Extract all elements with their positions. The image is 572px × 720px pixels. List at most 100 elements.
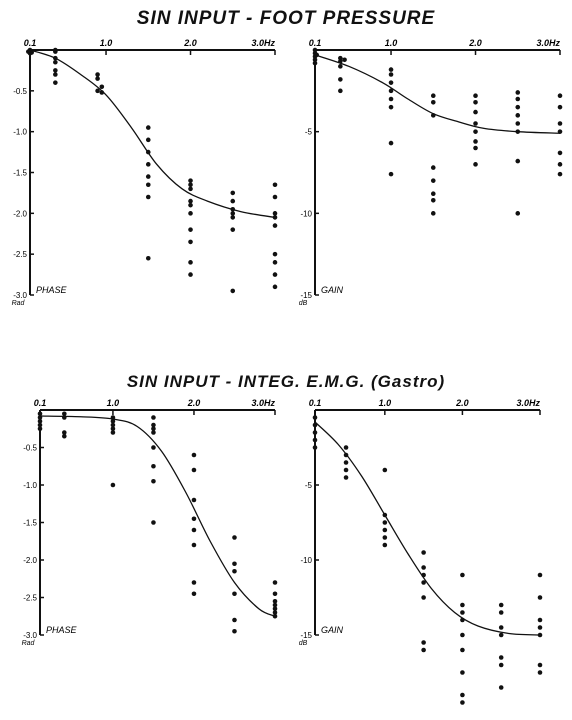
y-tick-label: -2.5 [23,594,37,603]
data-point [188,186,193,192]
data-point [498,632,504,638]
data-point [421,565,426,570]
data-point [515,90,521,95]
data-point [272,182,278,188]
data-point [515,113,521,118]
y-unit-label: dB [299,640,308,647]
y-tick-label: -3.0 [13,291,27,300]
data-point [460,617,465,623]
data-point [460,610,465,615]
data-point [537,670,543,675]
y-tick-label: -1.5 [23,519,37,528]
y-tick-label: -0.5 [13,87,27,96]
data-point [232,535,237,540]
data-point [557,171,563,177]
data-point [145,194,151,200]
data-point [145,174,151,179]
data-point [338,59,343,64]
data-point [151,520,156,525]
x-tick-label: 0.1 [309,38,322,48]
data-point [343,445,349,450]
data-point [232,617,237,623]
data-point [460,602,465,608]
data-point [232,591,237,597]
data-point [151,422,156,428]
data-point [473,99,478,105]
data-point [382,520,388,525]
data-point [314,52,319,58]
data-point [382,467,388,473]
data-point [272,211,278,216]
data-point [62,430,67,435]
data-point [272,591,278,597]
data-point [272,223,278,228]
data-point [272,251,278,257]
data-point [557,104,563,110]
y-tick-label: -5 [305,128,313,137]
x-tick-label: 0.1 [24,38,37,48]
data-point [145,125,151,130]
x-tick-label: 3.0Hz [536,38,560,48]
data-point [498,655,504,660]
data-point [272,194,278,200]
data-point [272,272,278,277]
data-point [498,610,504,615]
data-point [473,109,478,115]
data-point [421,647,426,653]
data-point [430,197,436,203]
data-point [460,632,465,638]
data-point [62,415,67,420]
data-point [430,211,436,216]
data-point [312,57,318,63]
data-point [430,191,436,197]
data-point [460,670,465,675]
data-point [460,700,465,705]
data-point [343,475,349,480]
data-point [230,190,236,196]
data-point [421,550,426,555]
data-point [421,595,426,600]
y-tick-label: -2.0 [23,556,37,565]
data-point [272,215,278,220]
x-tick-label: 3.0Hz [251,398,275,408]
data-point [95,88,100,94]
data-point [421,640,426,645]
data-point [498,662,504,668]
data-point [191,580,197,585]
data-point [230,211,236,216]
data-point [191,591,197,597]
data-point [110,426,116,432]
data-point [338,77,343,82]
data-point [498,625,504,630]
data-point [151,426,156,432]
data-point [151,415,156,420]
data-point [53,68,58,73]
data-point [557,150,563,156]
data-point [95,72,100,77]
data-point [382,535,388,540]
x-tick-label: 1.0 [107,398,120,408]
data-point [188,178,193,183]
chart-title-emg: SIN INPUT - INTEG. E.M.G. (Gastro) [126,372,446,391]
data-point [191,467,197,473]
data-point [191,542,197,548]
data-point [95,76,100,81]
data-point [110,422,116,428]
data-point [272,580,278,585]
data-point [515,121,521,126]
data-point [110,430,116,435]
data-point [145,255,151,261]
data-point [188,260,193,265]
data-point [53,49,58,54]
y-tick-label: -2.5 [13,250,27,259]
data-point [473,93,478,99]
panel-label-phase: PHASE [36,285,68,295]
fitted-curve [314,54,561,134]
data-point [188,239,193,245]
data-point [388,72,394,77]
y-tick-label: -3.0 [23,631,37,640]
data-point [338,55,343,61]
data-point [421,580,426,585]
data-point [388,88,394,94]
